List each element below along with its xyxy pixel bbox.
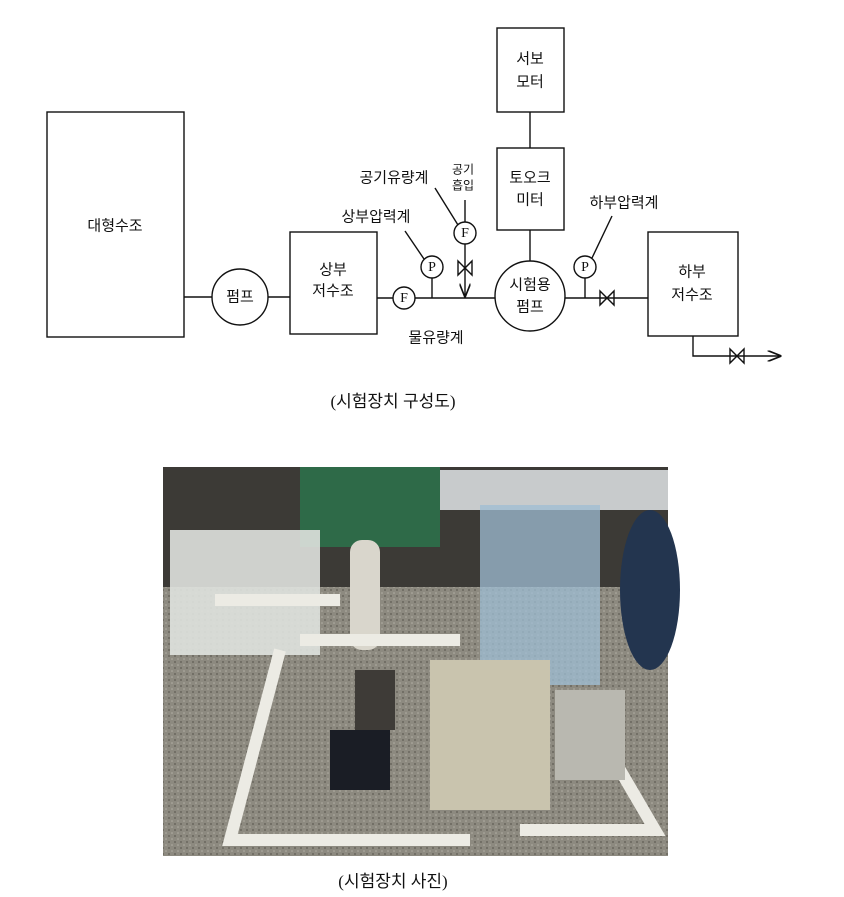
photo: (시험장치 사진) bbox=[163, 467, 680, 891]
instrument-symbol: F bbox=[400, 291, 408, 306]
photo-motor-box bbox=[555, 690, 625, 780]
valve bbox=[729, 347, 745, 365]
instrument-symbol: P bbox=[428, 260, 436, 275]
node-label: 대형수조 bbox=[87, 217, 142, 235]
servo-motor bbox=[496, 27, 565, 113]
instrument-label: 물유량계 bbox=[408, 329, 463, 347]
pipe bbox=[184, 296, 648, 299]
pressure-gauge bbox=[420, 255, 444, 279]
node-label: 저수조 bbox=[312, 282, 354, 300]
lower-tank bbox=[647, 231, 739, 337]
photo-shelf bbox=[300, 467, 440, 547]
instrument-symbol: P bbox=[581, 260, 589, 275]
large-tank bbox=[46, 111, 185, 338]
photo-upper-tank bbox=[170, 530, 320, 655]
diagram: 대형수조 펌프 상부 저수조 서보 모터 토오크 미터 시험용 펌프 하부 저수… bbox=[46, 27, 780, 411]
air-inlet-label: 흡입 bbox=[452, 179, 474, 193]
air-flow-meter bbox=[453, 221, 477, 245]
air-inlet-label: 공기 bbox=[452, 163, 474, 177]
node-label: 펌프 bbox=[226, 288, 254, 306]
photo-pump bbox=[355, 670, 395, 730]
caption: (시험장치 사진) bbox=[338, 872, 447, 891]
test-pump bbox=[494, 260, 566, 332]
instrument-label: 공기유량계 bbox=[359, 169, 428, 187]
node-label: 시험용 bbox=[509, 276, 550, 294]
instrument-label: 상부압력계 bbox=[341, 208, 410, 226]
valve bbox=[599, 289, 615, 307]
photo-drum bbox=[620, 510, 680, 670]
node-label: 펌프 bbox=[516, 298, 544, 316]
caption: (시험장치 구성도) bbox=[330, 392, 455, 411]
node-label: 저수조 bbox=[671, 286, 713, 304]
instrument-symbol: F bbox=[461, 226, 469, 241]
photo-wall bbox=[440, 470, 668, 510]
node-label: 모터 bbox=[516, 73, 544, 91]
gauge-stem bbox=[431, 278, 586, 298]
photo-motor bbox=[330, 730, 390, 790]
torque-meter bbox=[496, 147, 565, 231]
photo-lower-tank bbox=[480, 505, 600, 685]
node-label: 토오크 bbox=[509, 169, 550, 187]
leader bbox=[404, 187, 613, 260]
outlet bbox=[692, 336, 780, 356]
node-label: 미터 bbox=[516, 191, 544, 209]
node-label: 서보 bbox=[516, 50, 544, 68]
pressure-gauge bbox=[573, 255, 597, 279]
upper-tank bbox=[289, 231, 378, 335]
photo-control-box bbox=[430, 660, 550, 810]
flow-meter bbox=[392, 286, 416, 310]
instrument-label: 하부압력계 bbox=[589, 194, 658, 212]
photo-cylinder bbox=[350, 540, 380, 650]
photo-pipes bbox=[215, 594, 666, 846]
pump bbox=[211, 268, 269, 326]
node-label: 하부 bbox=[678, 263, 706, 281]
valve bbox=[457, 259, 473, 277]
node-label: 상부 bbox=[319, 261, 347, 279]
